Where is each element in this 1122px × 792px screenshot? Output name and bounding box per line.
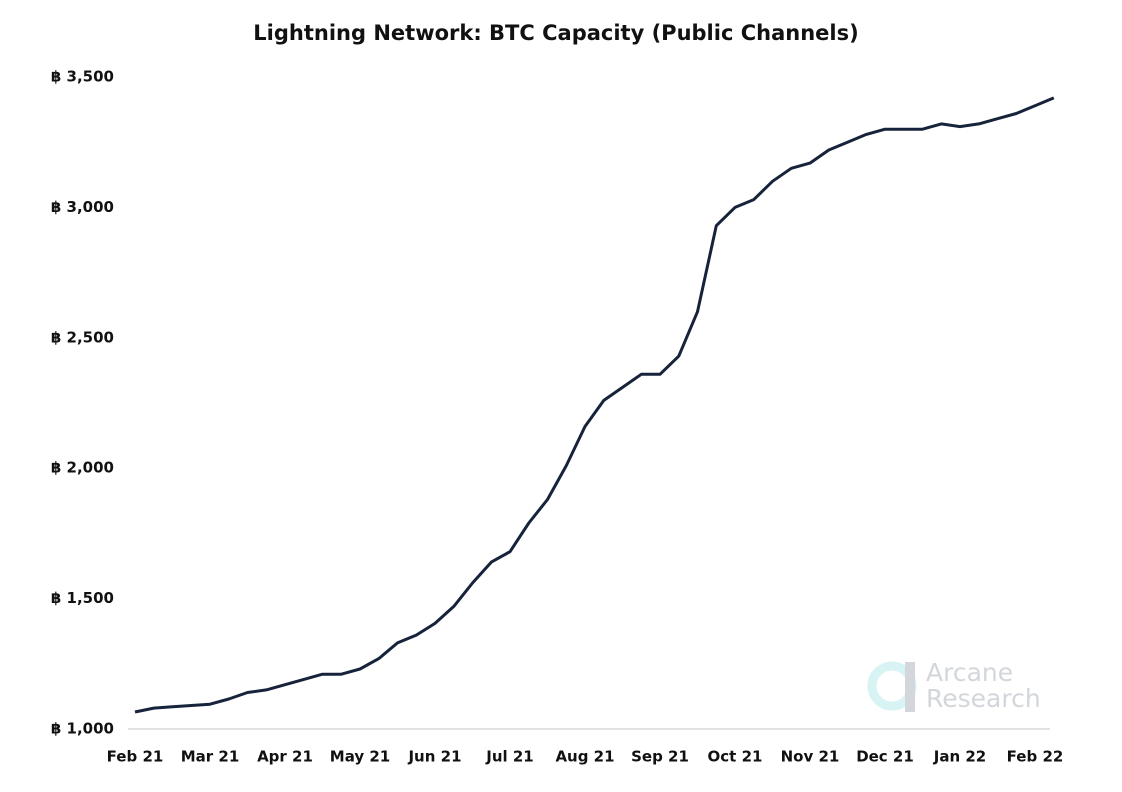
chart-title: Lightning Network: BTC Capacity (Public …	[253, 21, 858, 45]
x-tick-label: Jan 22	[933, 748, 986, 766]
data-line	[134, 96, 1055, 714]
y-tick-label: ฿ 1,500	[51, 589, 114, 607]
x-tick-label: May 21	[330, 748, 390, 766]
y-tick-label: ฿ 3,000	[51, 198, 114, 216]
x-tick-label: Feb 22	[1007, 748, 1064, 766]
watermark: Arcane Research	[926, 658, 1041, 713]
y-tick-label: ฿ 3,500	[51, 68, 114, 86]
logo	[867, 661, 917, 712]
x-tick-label: Sep 21	[631, 748, 689, 766]
x-tick-label: Nov 21	[781, 748, 840, 766]
x-tick-label: Feb 21	[107, 748, 164, 766]
y-tick-label: ฿ 1,000	[51, 720, 114, 738]
y-tick-label: ฿ 2,000	[51, 459, 114, 477]
x-tick-label: Apr 21	[257, 748, 313, 766]
x-tick-label: Dec 21	[856, 748, 914, 766]
x-tick-label: Mar 21	[181, 748, 240, 766]
x-tick-label: Jul 21	[485, 748, 534, 766]
x-tick-label: Oct 21	[708, 748, 763, 766]
x-tick-label: Aug 21	[555, 748, 614, 766]
y-tick-label: ฿ 2,500	[51, 328, 114, 346]
x-tick-label: Jun 21	[407, 748, 461, 766]
